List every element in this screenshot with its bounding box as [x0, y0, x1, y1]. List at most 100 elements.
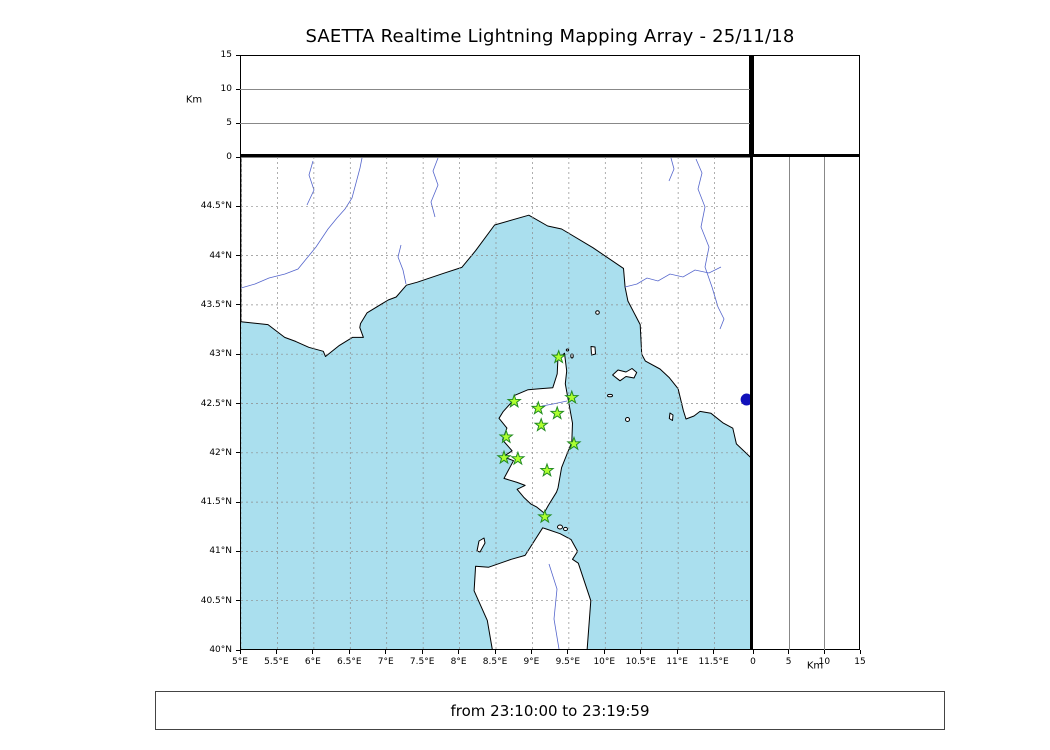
- altitude-vs-latitude-panel: [753, 157, 860, 650]
- tick-mark: [494, 650, 496, 654]
- mainland-coastline: [241, 157, 750, 458]
- tick-mark: [236, 122, 240, 124]
- maddalena-island: [563, 526, 568, 532]
- tick-mark: [236, 304, 240, 306]
- tick-mark: [458, 650, 460, 654]
- altitude-tick-label: 0: [750, 657, 756, 667]
- giglio-island: [668, 412, 674, 421]
- altitude-tick-label: 5: [226, 118, 232, 128]
- tick-mark: [823, 650, 825, 654]
- river: [397, 244, 407, 285]
- figure-title: SAETTA Realtime Lightning Mapping Array …: [305, 26, 795, 47]
- tick-mark: [236, 353, 240, 355]
- tick-mark: [239, 650, 241, 654]
- tick-mark: [236, 156, 240, 158]
- tick-mark: [676, 650, 678, 654]
- lat-tick-label: 44°N: [209, 250, 232, 261]
- km-axis-label-top: Km: [185, 94, 203, 106]
- lon-tick-label: 7°E: [377, 657, 394, 667]
- altitude-tick-label: 0: [226, 152, 232, 162]
- lma-station-marker: [564, 389, 580, 405]
- tick-mark: [236, 403, 240, 404]
- river: [548, 563, 560, 649]
- tick-mark: [859, 650, 861, 654]
- altitude-grid-line: [788, 157, 790, 650]
- tick-mark: [752, 650, 754, 654]
- lon-tick-label: 5.5°E: [264, 657, 289, 667]
- montecristo-island: [625, 417, 630, 422]
- lon-tick-label: 5°E: [232, 657, 248, 667]
- tick-mark: [530, 650, 532, 654]
- islet: [565, 348, 570, 352]
- lat-tick-label: 43°N: [209, 349, 232, 360]
- lat-tick-label: 42.5°N: [200, 398, 232, 409]
- lon-tick-label: 7.5°E: [409, 657, 435, 667]
- islet: [570, 353, 574, 359]
- elba-island: [612, 368, 638, 382]
- lat-tick-label: 40°N: [209, 645, 232, 655]
- tick-mark: [713, 650, 715, 654]
- lon-tick-label: 10°E: [593, 657, 616, 667]
- lma-station-marker: [551, 349, 567, 364]
- lon-tick-label: 6°E: [304, 657, 321, 667]
- lon-tick-label: 11.5°E: [698, 657, 729, 667]
- lma-station-marker: [496, 449, 512, 465]
- lma-station-marker: [510, 450, 526, 466]
- lon-tick-label: 9.5°E: [555, 657, 581, 667]
- lat-tick-label: 41°N: [209, 546, 232, 557]
- tick-mark: [236, 501, 240, 503]
- tick-mark: [236, 205, 240, 207]
- river: [624, 266, 722, 288]
- tick-mark: [312, 650, 314, 654]
- gorgona-island: [595, 310, 600, 315]
- lma-station-marker: [506, 393, 522, 409]
- tick-mark: [275, 650, 277, 654]
- lma-station-marker: [549, 405, 565, 420]
- capraia-island: [590, 346, 596, 356]
- km-axis-label-right: Km: [806, 660, 824, 672]
- tick-mark: [385, 650, 387, 654]
- tick-mark: [567, 650, 569, 654]
- map-canvas: [241, 157, 750, 649]
- altitude-tick-label: 15: [220, 50, 232, 60]
- tick-mark: [421, 650, 423, 654]
- altitude-tick-label: 5: [785, 657, 792, 667]
- extra-point-layer: [740, 393, 750, 406]
- panel-separator-horizontal: [240, 154, 860, 157]
- altitude-grid-line: [240, 89, 750, 90]
- blue-point-marker: [740, 393, 750, 406]
- lon-tick-label: 8.5°E: [482, 657, 508, 667]
- altitude-grid-line: [824, 157, 826, 650]
- lma-station-marker: [533, 417, 549, 432]
- land-masses: [241, 157, 750, 649]
- corsica-coastline: [498, 352, 573, 514]
- pianosa-island: [607, 393, 613, 398]
- river: [668, 157, 675, 182]
- lon-tick-label: 10.5°E: [625, 657, 656, 667]
- altitude-tick-label: 10: [818, 657, 831, 667]
- tick-mark: [348, 650, 350, 654]
- river: [430, 157, 439, 218]
- lat-tick-label: 41.5°N: [200, 497, 232, 508]
- maddalena-island: [557, 524, 563, 530]
- lon-tick-label: 9°E: [523, 657, 540, 667]
- lma-station-marker: [539, 462, 555, 478]
- lma-station-marker: [530, 400, 546, 415]
- tick-mark: [236, 255, 240, 257]
- lon-tick-label: 6.5°E: [337, 657, 362, 667]
- altitude-grid-line: [240, 123, 750, 124]
- lat-tick-label: 44.5°N: [200, 201, 232, 212]
- time-window-label: from 23:10:00 to 23:19:59: [450, 701, 650, 720]
- lat-tick-label: 40.5°N: [200, 595, 232, 606]
- panel-separator-vertical: [750, 55, 753, 650]
- tick-mark: [236, 88, 240, 90]
- time-window-box: from 23:10:00 to 23:19:59: [155, 691, 945, 730]
- lma-station-marker: [537, 508, 553, 524]
- river: [695, 158, 725, 330]
- river: [306, 160, 315, 206]
- rivers: [241, 157, 725, 649]
- altitude-tick-label: 15: [854, 657, 866, 667]
- station-markers: [496, 349, 582, 524]
- altitude-tick-label: 10: [220, 84, 232, 94]
